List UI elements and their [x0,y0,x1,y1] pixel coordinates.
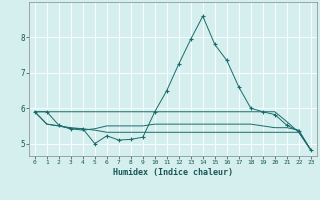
X-axis label: Humidex (Indice chaleur): Humidex (Indice chaleur) [113,168,233,177]
